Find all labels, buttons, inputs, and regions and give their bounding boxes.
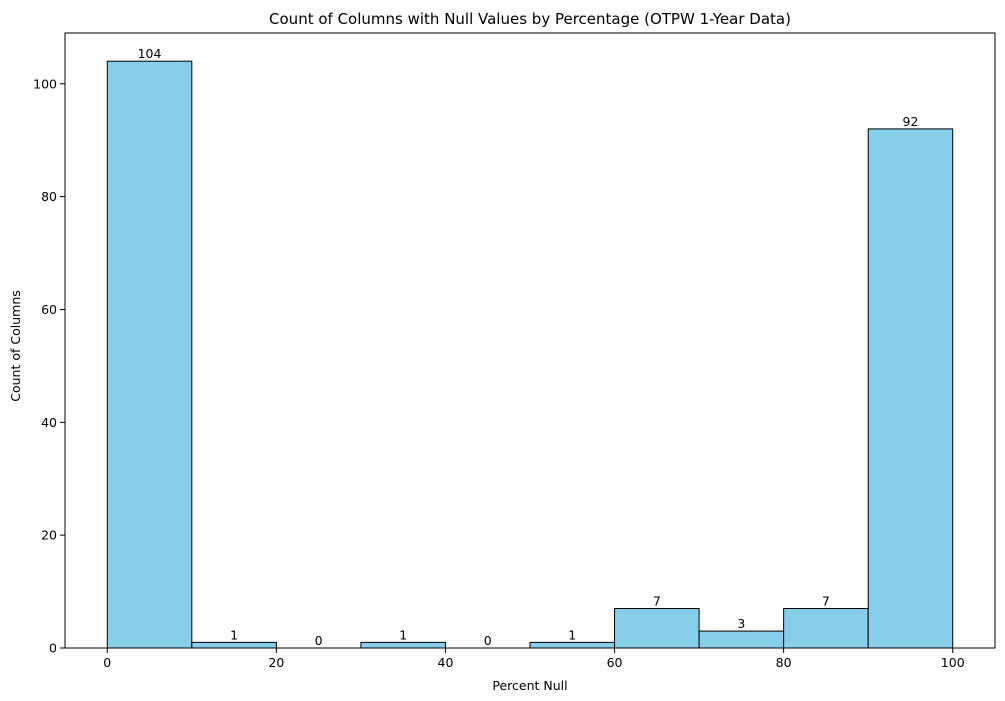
x-tick-label-4: 80 [776,655,792,670]
bar-1 [191,641,277,649]
x-tick-label-1: 20 [268,655,284,670]
y-axis-label: Count of Columns [8,290,23,402]
bar-5 [529,641,616,649]
bar-value-label-8: 7 [822,594,830,609]
x-tick-label-2: 40 [438,655,454,670]
x-axis-ticks: 0 20 40 60 80 100 [103,648,965,670]
bar-3 [360,641,446,649]
bar-8 [783,608,869,649]
y-tick-label-5: 100 [33,76,57,91]
bar-value-label-0: 104 [138,46,162,61]
chart-title: Count of Columns with Null Values by Per… [269,10,791,28]
x-axis-label: Percent Null [492,678,567,693]
y-tick-label-0: 0 [49,641,57,656]
y-tick-label-3: 60 [41,302,57,317]
bar-value-label-5: 1 [568,627,576,642]
bar-9 [867,128,954,649]
bars-group [106,60,954,649]
bar-value-label-2: 0 [315,633,323,648]
y-tick-label-2: 40 [41,415,57,430]
bar-value-label-1: 1 [230,627,238,642]
bar-value-label-7: 3 [737,616,745,631]
x-tick-label-0: 0 [103,655,111,670]
bar-value-label-6: 7 [653,594,661,609]
bar-value-label-3: 1 [399,627,407,642]
plot-frame [64,32,996,649]
bar-0 [106,60,193,649]
bar-6 [614,608,700,649]
x-tick-label-5: 100 [941,655,965,670]
y-axis-ticks: 0 20 40 60 80 100 [33,76,65,656]
data-labels-group: 104 1 0 1 0 1 7 3 7 92 [138,46,919,648]
bar-value-label-4: 0 [484,633,492,648]
bar-7 [698,630,785,649]
y-tick-label-4: 80 [41,189,57,204]
y-tick-label-1: 20 [41,528,57,543]
x-tick-label-3: 60 [607,655,623,670]
bar-value-label-9: 92 [903,114,919,129]
